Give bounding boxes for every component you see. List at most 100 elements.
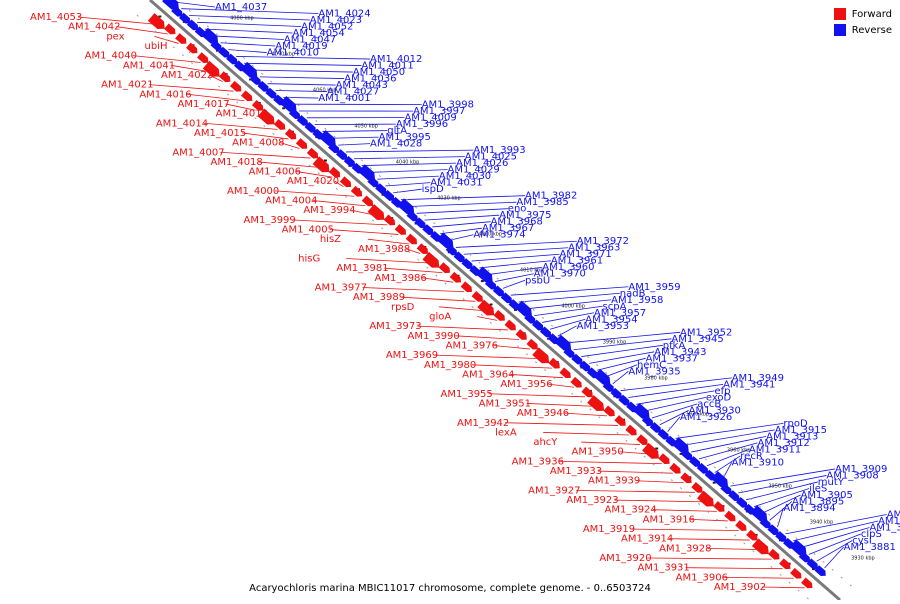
forward-gene bbox=[658, 453, 669, 464]
legend-reverse-label: Reverse bbox=[852, 25, 892, 36]
gene-label: pex bbox=[106, 31, 124, 42]
leader-line bbox=[560, 461, 662, 463]
gene-label: AM1_4001 bbox=[318, 93, 370, 104]
leader-line bbox=[401, 196, 525, 200]
leader-line bbox=[631, 529, 739, 530]
forward-gene bbox=[614, 415, 625, 426]
axis-tick-label: 3990 kbp bbox=[603, 339, 627, 345]
gene-label: AM1_4013 bbox=[216, 109, 268, 120]
leader-line bbox=[434, 355, 541, 358]
leader-line bbox=[614, 500, 705, 502]
forward-gene bbox=[752, 538, 769, 554]
axis-tick-label: 4000 kbp bbox=[561, 303, 585, 309]
axis-tick-label: 4040 kbp bbox=[396, 159, 420, 165]
leader-line bbox=[370, 170, 448, 173]
leader-line bbox=[323, 131, 388, 132]
forward-gene bbox=[532, 347, 549, 363]
genome-axis bbox=[137, 0, 852, 600]
forward-gene bbox=[148, 13, 165, 29]
leader-line bbox=[221, 43, 276, 46]
forward-gene bbox=[368, 204, 385, 220]
leader-line bbox=[260, 77, 344, 79]
gene-label: ispD bbox=[422, 184, 444, 195]
forward-gene bbox=[559, 367, 570, 378]
forward-gene bbox=[241, 90, 252, 101]
forward-gene bbox=[636, 434, 647, 445]
forward-gene bbox=[570, 377, 581, 388]
forward-gene bbox=[790, 568, 801, 579]
gene-label: AM1_3916 bbox=[643, 514, 695, 525]
gene-label: rpsD bbox=[391, 302, 415, 313]
forward-gene bbox=[296, 138, 307, 149]
forward-gene bbox=[625, 425, 636, 436]
leader-line bbox=[505, 423, 618, 426]
leader-line bbox=[268, 84, 336, 85]
leader-line bbox=[417, 209, 508, 214]
leader-line bbox=[489, 394, 585, 397]
leader-line bbox=[424, 215, 499, 220]
forward-gene bbox=[395, 224, 406, 235]
forward-gene bbox=[680, 472, 691, 483]
gene-label: AM1_3988 bbox=[358, 244, 410, 255]
leader-line bbox=[503, 280, 525, 288]
forward-gene bbox=[417, 243, 428, 254]
legend-item-forward: Forward bbox=[834, 8, 892, 20]
gene-label: psbU bbox=[525, 275, 550, 286]
gene-label: AM1_4008 bbox=[232, 138, 284, 149]
forward-gene bbox=[406, 234, 417, 245]
leader-line bbox=[363, 288, 464, 292]
gene-label: AM1_3939 bbox=[588, 476, 640, 487]
leader-line bbox=[197, 22, 301, 26]
leader-line bbox=[472, 365, 552, 368]
forward-gene bbox=[746, 530, 757, 541]
gene-label: AM1_3910 bbox=[732, 457, 784, 468]
forward-gene bbox=[313, 156, 330, 172]
genome-caption: Acaryochloris marina MBIC11017 chromosom… bbox=[0, 583, 900, 594]
leader-line bbox=[647, 558, 771, 559]
forward-gene bbox=[472, 291, 483, 302]
leader-line bbox=[472, 254, 560, 261]
leader-line bbox=[565, 413, 607, 416]
leader-lines bbox=[78, 2, 887, 588]
forward-swatch bbox=[834, 8, 846, 20]
gene-label: AM1_3956 bbox=[500, 379, 552, 390]
leader-line bbox=[494, 345, 530, 349]
forward-gene bbox=[285, 129, 296, 140]
leader-line bbox=[477, 316, 497, 320]
leader-line bbox=[653, 510, 717, 512]
forward-gene bbox=[384, 215, 395, 226]
gene-label: hisG bbox=[298, 254, 320, 265]
gene-label: AM1_4020 bbox=[287, 176, 339, 187]
leader-line bbox=[423, 278, 454, 282]
axis-tick-label: 3940 kbp bbox=[810, 519, 834, 525]
gene-label: ahcY bbox=[533, 437, 558, 448]
forward-gene bbox=[724, 511, 735, 522]
gene-label: gloA bbox=[429, 311, 451, 322]
gene-label: AM1_4010 bbox=[267, 48, 319, 59]
axis-tick-label: 4080 kbp bbox=[230, 15, 254, 21]
forward-gene bbox=[439, 262, 450, 273]
forward-gene bbox=[691, 482, 702, 493]
gene-label: AM1_3941 bbox=[723, 379, 775, 390]
gene-label: AM1_3950 bbox=[572, 447, 624, 458]
gene-label: AM1_4022 bbox=[161, 70, 213, 81]
leader-line bbox=[244, 63, 361, 65]
forward-gene bbox=[450, 272, 461, 283]
leader-line bbox=[448, 235, 473, 241]
leader-line bbox=[213, 36, 284, 40]
gene-label: AM1_4028 bbox=[370, 139, 422, 150]
forward-gene bbox=[779, 558, 790, 569]
leader-line bbox=[668, 417, 680, 432]
leader-line bbox=[456, 241, 577, 247]
gene-label: AM1_3881 bbox=[844, 542, 896, 553]
leader-line bbox=[636, 481, 684, 483]
forward-gene bbox=[362, 195, 373, 206]
leader-line bbox=[707, 548, 761, 549]
gene-label: AM1_3894 bbox=[783, 503, 835, 514]
gene-label: AM1_3926 bbox=[680, 412, 732, 423]
leader-line bbox=[205, 29, 293, 33]
forward-gene bbox=[307, 148, 318, 159]
leader-line bbox=[581, 442, 640, 444]
